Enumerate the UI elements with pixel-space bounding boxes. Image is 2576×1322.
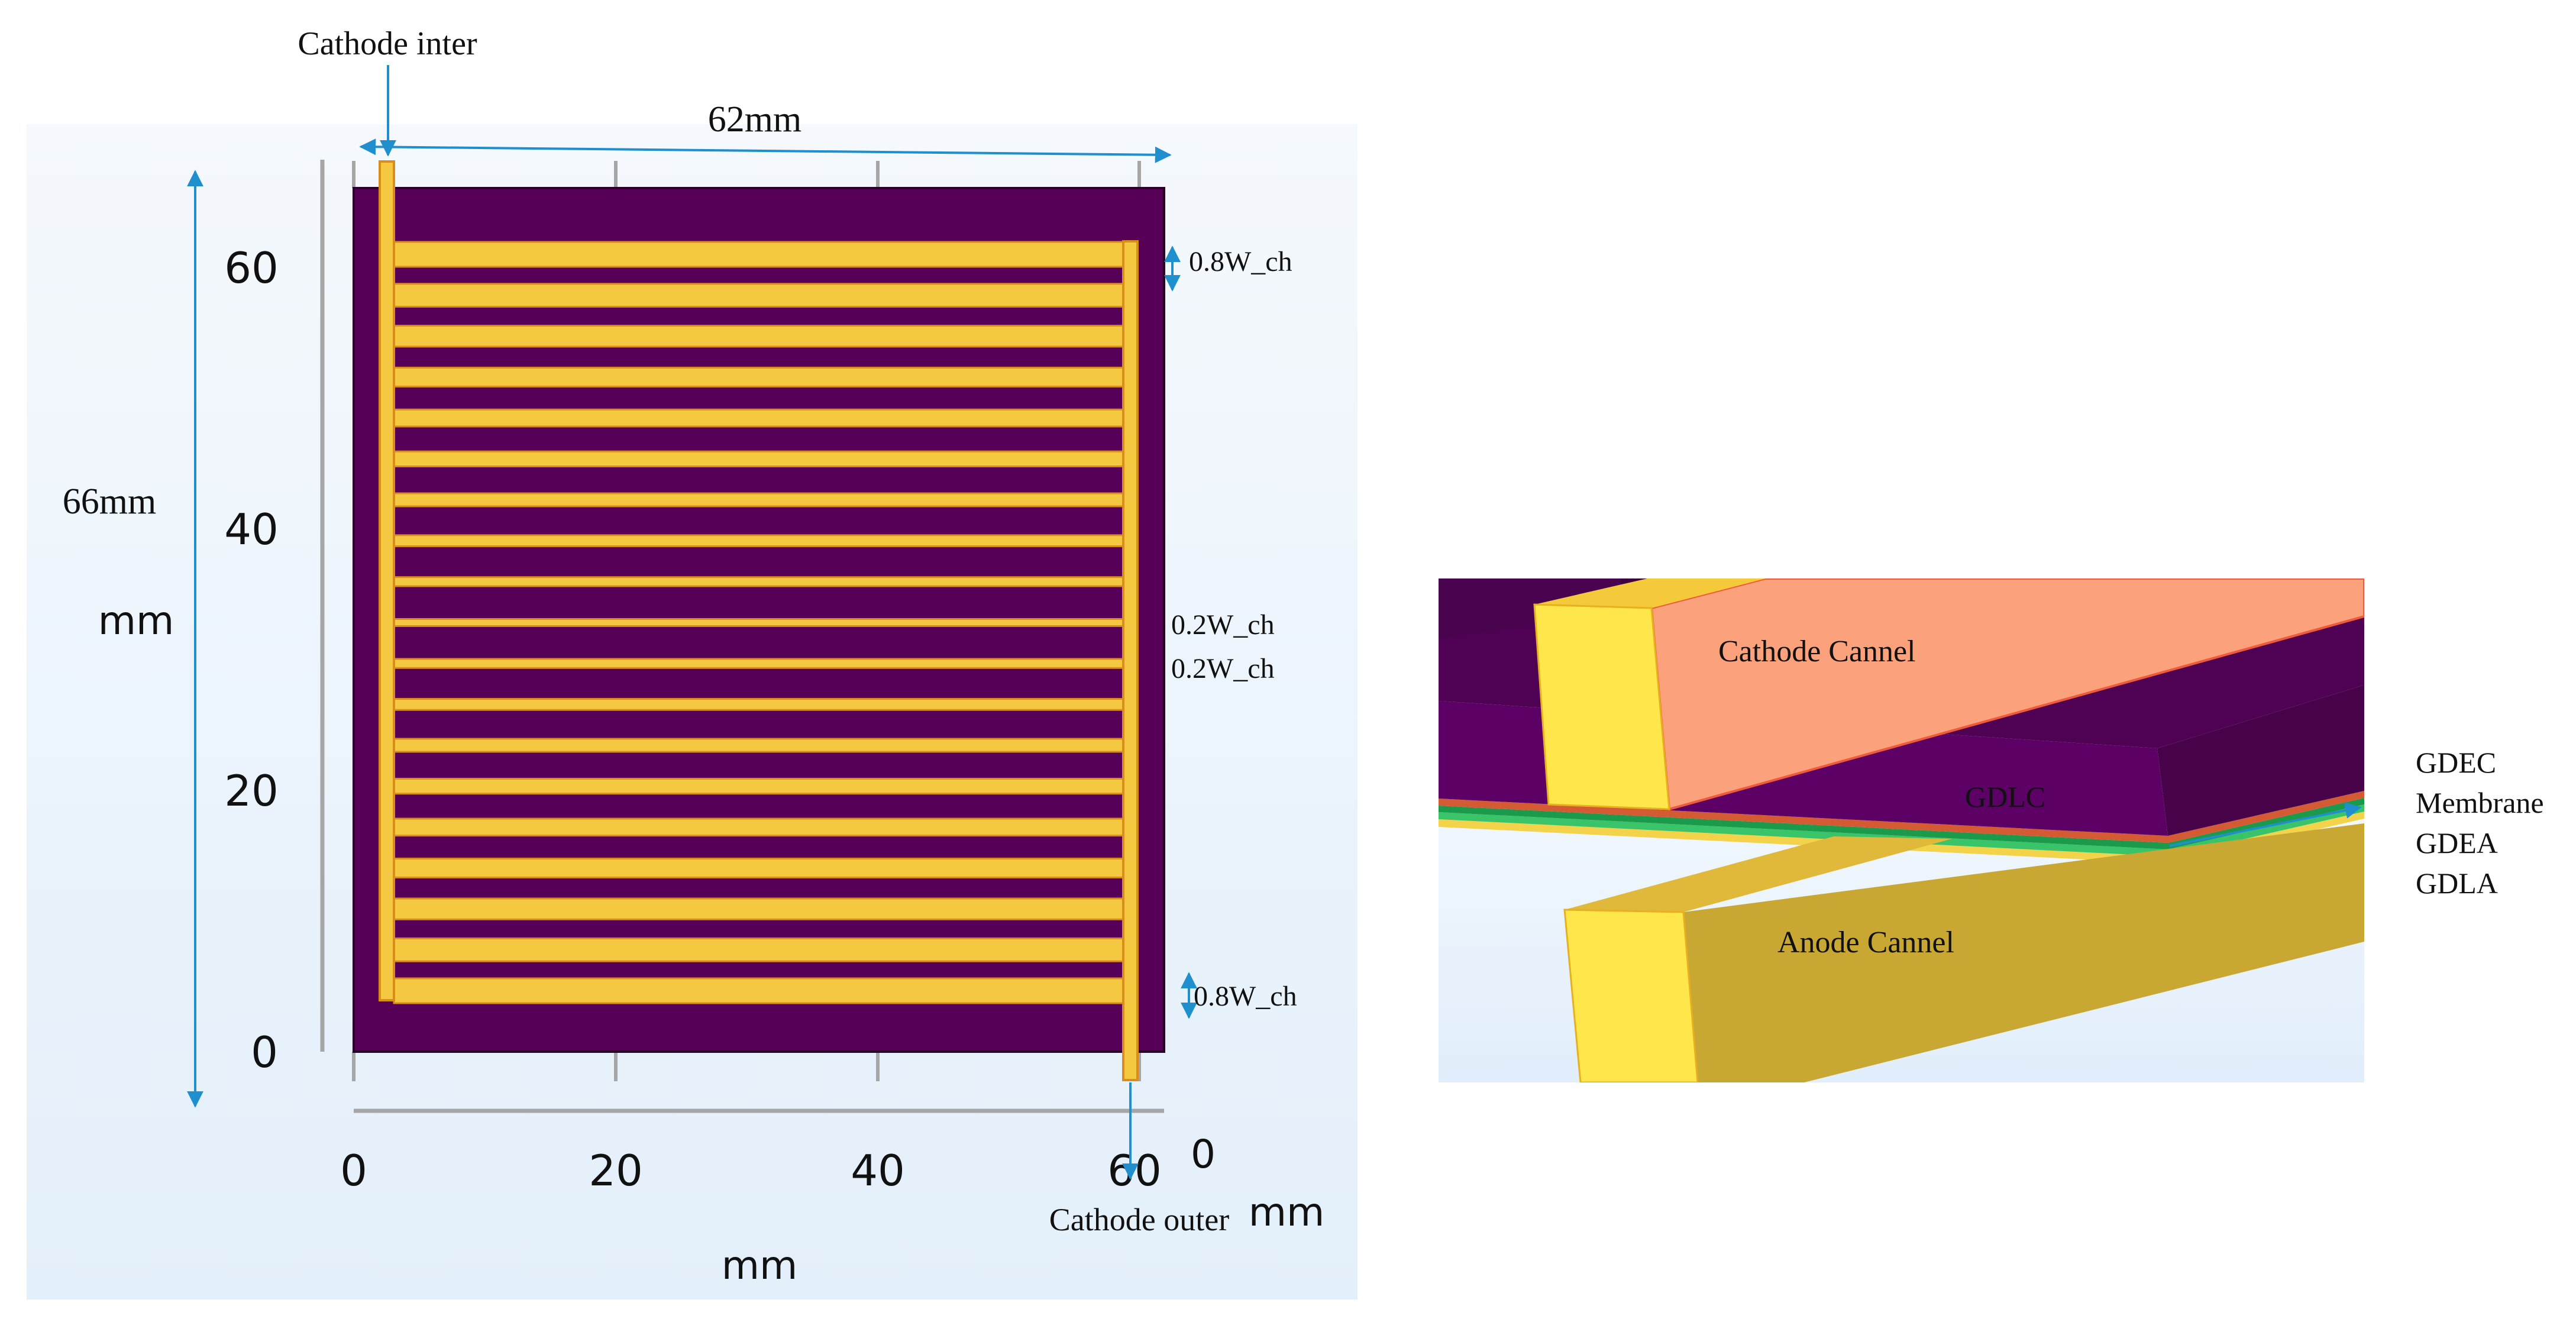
x-tick-40: 40 <box>851 1146 905 1195</box>
flow-channels <box>393 241 1124 1004</box>
x-axis-bottom-ticks <box>352 1052 1141 1081</box>
rib-top-label: 0.8W_ch <box>1189 246 1292 277</box>
z-axis-unit: mm <box>1249 1190 1325 1235</box>
flow-channel-16 <box>393 858 1124 878</box>
gdlc-label: GDLC <box>1965 780 2045 813</box>
flow-channel-19 <box>393 977 1124 1004</box>
flow-channel-9 <box>393 576 1124 587</box>
center-lower-label: 0.2W_ch <box>1171 653 1275 684</box>
flow-channel-15 <box>393 817 1124 837</box>
gdlc-right-face <box>2157 685 2364 836</box>
x-tick-60: 60 <box>1107 1146 1162 1195</box>
y-axis-unit: mm <box>98 598 174 644</box>
anode-channel-end-top <box>1565 836 1952 912</box>
cathode-inlet-manifold <box>379 160 395 1001</box>
x-tick-0: 0 <box>340 1146 367 1195</box>
flow-channel-6 <box>393 450 1124 468</box>
width-dimension-label: 62mm <box>708 99 801 140</box>
gdec-label: GDEC <box>2416 746 2496 779</box>
flow-channel-12 <box>393 698 1124 711</box>
flow-channel-1 <box>393 241 1124 268</box>
flow-channel-7 <box>393 492 1124 508</box>
gdea-label: GDEA <box>2416 826 2498 859</box>
flow-channel-5 <box>393 408 1124 428</box>
center-upper-label: 0.2W_ch <box>1171 609 1275 641</box>
flow-channel-18 <box>393 938 1124 962</box>
gdla-label: GDLA <box>2416 867 2498 900</box>
x-axis-top-ticks <box>352 161 1141 188</box>
y-tick-20: 20 <box>224 766 279 816</box>
x-axis-unit: mm <box>722 1243 798 1288</box>
rib-bottom-label: 0.8W_ch <box>1194 981 1297 1012</box>
y-tick-0: 0 <box>251 1027 278 1077</box>
flow-channel-3 <box>393 325 1124 348</box>
anode-channel-label: Anode Cannel <box>1777 926 1954 959</box>
flow-channel-10 <box>393 618 1124 627</box>
cathode-channel-end-face <box>1533 603 1670 810</box>
y-tick-40: 40 <box>224 505 279 554</box>
cathode-channel-label: Cathode Cannel <box>1718 635 1916 668</box>
flow-channel-11 <box>393 658 1124 669</box>
flow-field-top-view: 60 40 20 0 mm 0 20 40 60 mm 0 mm 62mm 66… <box>27 25 1358 1300</box>
cathode-inter-label: Cathode inter <box>298 25 477 62</box>
x-tick-20: 20 <box>589 1146 643 1195</box>
height-dimension-label: 66mm <box>63 481 156 522</box>
flow-channel-8 <box>393 534 1124 547</box>
layer-callout-arrow <box>2169 802 2362 847</box>
cathode-outer-label: Cathode outer <box>1049 1202 1229 1237</box>
y-tick-60: 60 <box>224 243 279 293</box>
flow-channel-13 <box>393 738 1124 753</box>
mea-3d-cross-section: Cathode Cannel GDLC Anode Cannel GDEC Me… <box>1439 578 2544 1082</box>
z-tick-0: 0 <box>1191 1132 1216 1177</box>
flow-channel-14 <box>393 778 1124 795</box>
flow-channel-2 <box>393 283 1124 308</box>
membrane-label: Membrane <box>2416 786 2544 819</box>
cathode-outlet-manifold <box>1122 240 1139 1081</box>
anode-channel-face <box>1683 823 2364 1082</box>
flow-channel-4 <box>393 367 1124 387</box>
flow-channel-17 <box>393 897 1124 920</box>
cathode-channel-end-top <box>1534 578 1766 608</box>
width-dimension-arrow <box>359 138 1172 163</box>
anode-channel-end-face <box>1563 909 1699 1082</box>
